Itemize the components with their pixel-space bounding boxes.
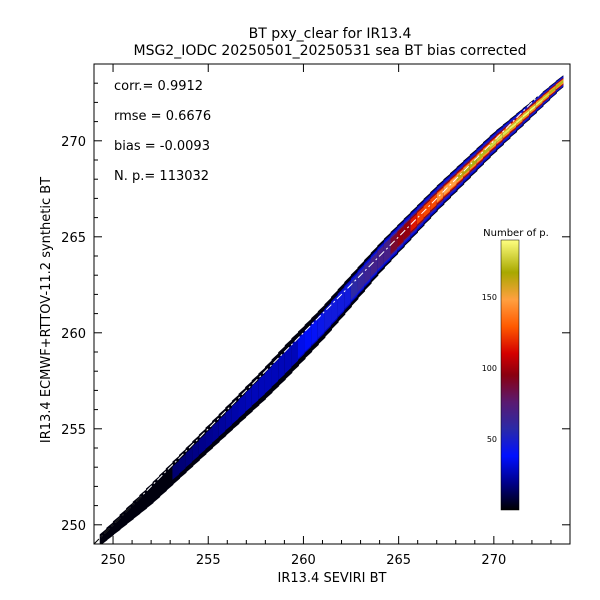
- density-cell: [231, 399, 240, 425]
- density-cell: [502, 127, 511, 136]
- colorbar: Number of p. 50 100 150: [482, 228, 549, 511]
- density-cell: [423, 199, 432, 218]
- density-cell: [483, 144, 491, 156]
- density-cell: [245, 386, 253, 412]
- density-cell: [139, 488, 147, 515]
- density-cell: [337, 287, 346, 317]
- density-cell: [516, 115, 524, 124]
- colorbar-tick-label: 150: [482, 293, 497, 302]
- density-cloud: [99, 75, 564, 544]
- density-cell: [185, 446, 194, 468]
- y-tick-label: 255: [61, 423, 86, 438]
- density-cell: [496, 133, 504, 142]
- density-cell: [152, 475, 161, 504]
- stats-block: corr.= 0.9912 rmse = 0.6676 bias = -0.00…: [114, 79, 211, 184]
- y-tick-label: 270: [61, 135, 86, 150]
- density-cell: [271, 358, 280, 387]
- density-cell: [350, 274, 359, 300]
- density-cell: [264, 365, 273, 394]
- chart-title: BT pxy_clear for IR13.4: [249, 26, 412, 42]
- colorbar-title: Number of p.: [483, 228, 549, 239]
- density-cell: [258, 372, 266, 400]
- reference-line-layer: [94, 64, 570, 544]
- density-cell: [383, 237, 392, 263]
- density-cell: [159, 468, 167, 498]
- y-tick-label: 260: [61, 327, 86, 342]
- density-cell: [225, 406, 233, 431]
- density-cell: [324, 303, 332, 332]
- density-cell: [555, 79, 564, 89]
- x-tick-label: 250: [101, 553, 126, 568]
- density-cell: [198, 433, 207, 456]
- density-cell: [251, 379, 260, 406]
- density-cell: [377, 244, 385, 270]
- density-cell: [549, 85, 557, 95]
- stat-corr: corr.= 0.9912: [114, 79, 203, 94]
- density-cell: [99, 528, 108, 544]
- y-tick-label: 265: [61, 231, 86, 246]
- x-tick-label: 270: [481, 553, 506, 568]
- density-cell: [542, 92, 551, 100]
- density-cell: [179, 453, 187, 474]
- density-cell: [238, 393, 247, 419]
- colorbar-gradient: [500, 239, 520, 511]
- density-cell: [403, 218, 412, 241]
- density-cell: [476, 150, 485, 163]
- x-tick-label: 260: [291, 553, 316, 568]
- y-tick-label: 250: [61, 519, 86, 534]
- x-axis-ticks: 250 255 260 265 270: [93, 64, 571, 568]
- density-cell: [509, 121, 518, 130]
- x-axis-label: IR13.4 SEVIRI BT: [278, 571, 387, 586]
- colorbar-tick-label: 50: [487, 435, 497, 444]
- density-cell: [522, 109, 531, 118]
- stat-rmse: rmse = 0.6676: [114, 109, 211, 124]
- density-cell: [291, 337, 299, 367]
- density-cell: [278, 351, 286, 381]
- density-cell: [443, 181, 451, 196]
- density-cell: [112, 515, 121, 536]
- stat-bias: bias = -0.0093: [114, 139, 210, 154]
- colorbar-ticks: 50 100 150: [482, 293, 497, 444]
- density-cell: [298, 332, 306, 359]
- one-to-one-line-segment: [94, 495, 142, 544]
- x-tick-label: 255: [196, 553, 221, 568]
- density-cell: [331, 295, 339, 324]
- density-cell: [311, 318, 319, 345]
- density-cell: [218, 413, 227, 437]
- chart-subtitle: MSG2_IODC 20250501_20250531 sea BT bias …: [133, 43, 526, 59]
- density-cell: [529, 103, 537, 112]
- density-cell: [119, 508, 128, 530]
- colorbar-tick-label: 100: [482, 364, 497, 373]
- density-cell: [463, 163, 471, 176]
- density-cell: [132, 495, 141, 520]
- density-cell: [410, 213, 418, 232]
- density-cell: [489, 139, 498, 149]
- density-cell: [456, 169, 465, 182]
- y-axis-label: IR13.4 ECMWF+RTTOV-11.2 synthetic BT: [39, 177, 54, 443]
- density-cell: [344, 280, 352, 309]
- y-axis-ticks: 250 255 260 265 270: [61, 63, 570, 545]
- density-cell: [145, 482, 154, 509]
- density-cell: [416, 206, 425, 225]
- density-cell: [535, 98, 544, 106]
- density-cell: [284, 344, 293, 374]
- density-cell: [304, 325, 313, 352]
- density-cell: [397, 225, 405, 248]
- density-cell: [165, 461, 174, 492]
- density-cell: [370, 251, 379, 278]
- density-cell: [126, 502, 134, 525]
- stat-npoints: N. p.= 113032: [114, 169, 209, 184]
- density-cell: [212, 420, 220, 443]
- density-cell: [205, 426, 214, 449]
- density-cell: [192, 440, 200, 462]
- density-cell: [390, 231, 399, 255]
- density-cell: [172, 460, 180, 480]
- plot-frame: [93, 63, 571, 545]
- density-cell: [317, 310, 326, 339]
- x-tick-label: 265: [386, 553, 411, 568]
